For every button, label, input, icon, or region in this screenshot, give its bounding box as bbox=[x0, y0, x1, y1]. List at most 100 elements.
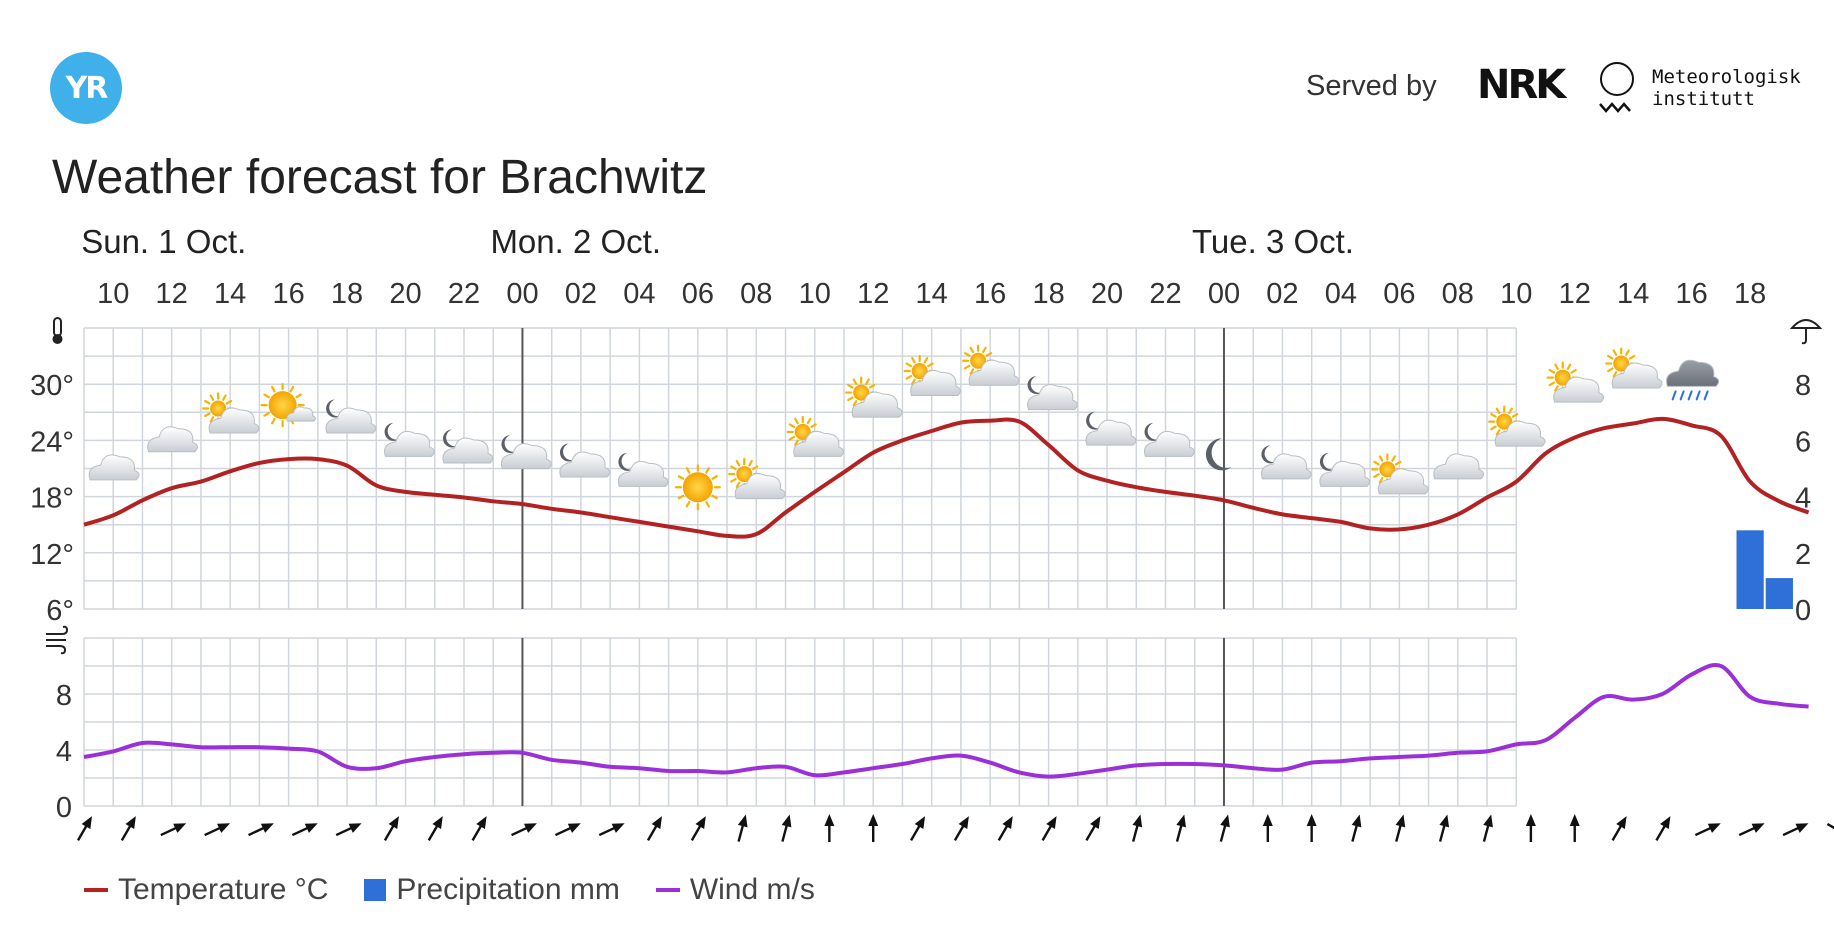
legend-item: Temperature °C bbox=[84, 873, 328, 907]
precipitation-bars bbox=[1736, 530, 1793, 609]
wind-direction-arrow-icon bbox=[598, 823, 625, 837]
hour-tick-label: 12 bbox=[156, 278, 188, 310]
met-logo-line2: institutt bbox=[1652, 88, 1755, 110]
hour-tick-label: 02 bbox=[1266, 278, 1298, 310]
partly-sunny-icon bbox=[1605, 347, 1663, 389]
cloud-icon bbox=[88, 454, 140, 481]
wind-direction-arrow-icon bbox=[737, 814, 748, 842]
hour-tick-label: 06 bbox=[682, 278, 714, 310]
wind-direction-arrow-icon bbox=[335, 823, 362, 837]
wind-direction-arrow-icon bbox=[1041, 816, 1057, 841]
umbrella-icon bbox=[1789, 319, 1823, 345]
temperature-line bbox=[83, 416, 1810, 539]
wind-direction-arrow-icon bbox=[910, 816, 926, 841]
wind-direction-arrow-icon bbox=[247, 823, 274, 837]
legend-label: Temperature °C bbox=[118, 873, 329, 906]
wind-direction-arrow-icon bbox=[781, 814, 792, 842]
sun-cloud-icon bbox=[260, 383, 316, 428]
legend-swatch bbox=[84, 888, 108, 892]
wind-line bbox=[83, 663, 1809, 779]
partly-cloudy-night-icon bbox=[442, 429, 494, 464]
wind-direction-arrow-icon bbox=[1219, 814, 1230, 842]
wind-direction-arrows bbox=[76, 814, 1834, 842]
met-logo-circle-icon[interactable] bbox=[1600, 62, 1634, 96]
wind-direction-arrow-icon bbox=[1694, 823, 1721, 837]
precip-axis-tick: 4 bbox=[1795, 483, 1811, 515]
wind-direction-arrow-icon bbox=[554, 823, 581, 837]
met-logo-text[interactable]: Meteorologisk institutt bbox=[1652, 66, 1801, 110]
hour-tick-label: 14 bbox=[1617, 278, 1649, 310]
cloud-icon bbox=[147, 426, 198, 453]
page-title: Weather forecast for Brachwitz bbox=[52, 151, 708, 204]
served-by-label: Served by bbox=[1306, 70, 1437, 102]
partly-sunny-icon bbox=[1546, 361, 1604, 403]
day-label: Mon. 2 Oct. bbox=[490, 223, 661, 260]
partly-sunny-icon bbox=[1488, 405, 1546, 447]
wind-direction-arrow-icon bbox=[1262, 814, 1273, 842]
wind-direction-arrow-icon bbox=[1782, 823, 1809, 837]
wind-axis-tick: 4 bbox=[56, 736, 72, 768]
wind-axis-tick: 0 bbox=[56, 792, 72, 824]
wind-direction-arrow-icon bbox=[690, 816, 706, 841]
legend-label: Precipitation mm bbox=[396, 873, 620, 906]
hour-tick-label: 20 bbox=[1091, 278, 1123, 310]
axis-labels: Sun. 1 Oct. Mon. 2 Oct. Tue. 3 Oct. 10 12 14 1… bbox=[30, 223, 1823, 824]
partly-sunny-icon bbox=[728, 457, 786, 500]
hour-tick-label: 14 bbox=[916, 278, 948, 310]
temp-axis-tick: 24° bbox=[30, 426, 74, 458]
wind-direction-arrow-icon bbox=[383, 816, 399, 841]
hour-tick-label: 18 bbox=[331, 278, 363, 310]
hour-tick-label: 16 bbox=[272, 278, 304, 310]
wind-direction-arrow-icon bbox=[1175, 814, 1186, 842]
hour-tick-label: 12 bbox=[1559, 278, 1591, 310]
partly-cloudy-night-icon bbox=[325, 399, 377, 434]
hour-tick-label: 08 bbox=[1442, 278, 1474, 310]
wind-direction-arrow-icon bbox=[1655, 816, 1671, 841]
cloud-icon bbox=[1433, 453, 1485, 480]
partly-sunny-icon bbox=[202, 392, 260, 434]
hour-tick-label: 04 bbox=[1325, 278, 1357, 310]
wind-direction-arrow-icon bbox=[1482, 814, 1493, 842]
partly-cloudy-night-icon bbox=[1143, 422, 1195, 457]
wind-direction-arrow-icon bbox=[868, 814, 879, 842]
met-logo-wave-icon bbox=[1599, 102, 1631, 113]
partly-cloudy-night-icon bbox=[1260, 445, 1312, 480]
partly-sunny-icon bbox=[903, 354, 961, 397]
wind-direction-arrow-icon bbox=[204, 823, 231, 837]
wind-direction-arrow-icon bbox=[120, 816, 136, 841]
thermometer-icon bbox=[52, 317, 63, 344]
wind-direction-arrow-icon bbox=[953, 816, 969, 841]
forecast-chart: Sun. 1 Oct. Mon. 2 Oct. Tue. 3 Oct. 10 12 14 1… bbox=[30, 223, 1834, 842]
day-label: Sun. 1 Oct. bbox=[81, 223, 246, 260]
wind-direction-arrow-icon bbox=[1085, 816, 1101, 841]
partly-sunny-icon bbox=[962, 344, 1020, 386]
hour-tick-label: 14 bbox=[214, 278, 246, 310]
hour-tick-label: 18 bbox=[1032, 278, 1064, 310]
wind-direction-arrow-icon bbox=[1395, 814, 1406, 842]
temp-axis-tick: 30° bbox=[30, 370, 74, 402]
legend-swatch bbox=[655, 888, 680, 892]
wind-direction-arrow-icon bbox=[291, 823, 318, 837]
temp-axis-tick: 18° bbox=[30, 483, 74, 515]
partly-sunny-icon bbox=[1371, 453, 1429, 495]
series-lines bbox=[83, 416, 1810, 779]
hour-tick-label: 22 bbox=[448, 278, 480, 310]
partly-cloudy-night-icon bbox=[1085, 411, 1137, 446]
hour-tick-label: 00 bbox=[1208, 278, 1240, 310]
day-label: Tue. 3 Oct. bbox=[1192, 223, 1354, 260]
partly-cloudy-night-icon bbox=[384, 422, 435, 457]
partly-cloudy-night-icon bbox=[500, 435, 552, 470]
precip-axis-tick: 6 bbox=[1795, 426, 1811, 458]
partly-cloudy-night-icon bbox=[1319, 452, 1371, 487]
legend-label: Wind m/s bbox=[689, 873, 815, 906]
hour-tick-label: 16 bbox=[1676, 278, 1708, 310]
precip-bar bbox=[1765, 578, 1793, 609]
moon-icon bbox=[1205, 438, 1232, 471]
precip-bar bbox=[1736, 530, 1764, 609]
yr-logo[interactable]: YR bbox=[50, 52, 122, 124]
temp-axis-tick: 12° bbox=[30, 539, 74, 571]
hour-tick-label: 02 bbox=[565, 278, 597, 310]
nrk-logo[interactable]: NRK bbox=[1477, 62, 1566, 108]
hour-tick-label: 22 bbox=[1149, 278, 1181, 310]
wind-direction-arrow-icon bbox=[1306, 814, 1317, 842]
